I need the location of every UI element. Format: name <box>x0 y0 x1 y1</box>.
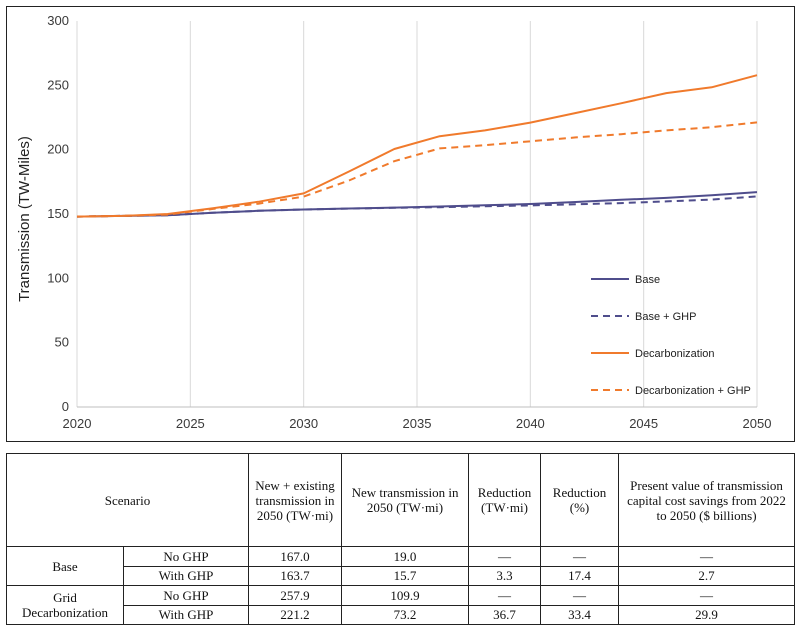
chart-frame: 0 50 100 150 200 250 300 2020 2025 2030 2035 2040 20… <box>6 6 795 442</box>
table-header-row: Scenario New + existing transmission in … <box>5 453 796 547</box>
row-label: With GHP <box>122 565 250 586</box>
y-tick-label: 50 <box>55 335 69 350</box>
y-axis-title: Transmission (TW-Miles) <box>16 136 33 302</box>
cell-reduction-twmi: 3.3 <box>468 565 542 586</box>
cell-new: 15.7 <box>341 565 470 586</box>
axes: 0 50 100 150 200 250 300 2020 2025 2030 2035 2040 20… <box>47 13 771 431</box>
legend-label: Base <box>635 274 660 286</box>
y-tick-label: 250 <box>47 77 69 92</box>
x-tick-label: 2030 <box>289 416 318 431</box>
x-tick-label: 2025 <box>176 416 205 431</box>
y-tick-label: 200 <box>47 142 69 157</box>
table-row: Base No GHP 167.0 19.0 — — — <box>6 546 796 586</box>
x-tick-label: 2020 <box>63 416 92 431</box>
cell-savings: 29.9 <box>618 604 796 625</box>
header-savings: Present value of transmission capital co… <box>618 453 796 547</box>
x-tick-label: 2050 <box>743 416 772 431</box>
y-tick-label: 150 <box>47 206 69 221</box>
cell-total: 163.7 <box>248 565 343 586</box>
row-label: With GHP <box>122 604 250 625</box>
row-label: No GHP <box>122 585 250 606</box>
cell-total: 257.9 <box>248 585 343 606</box>
cell-total: 167.0 <box>248 546 343 567</box>
y-tick-label: 100 <box>47 270 69 285</box>
cell-total: 221.2 <box>248 604 343 625</box>
cell-savings: — <box>618 546 796 567</box>
x-tick-label: 2040 <box>516 416 545 431</box>
legend: Base Base + GHP Decarbonization Decarboniza… <box>591 274 751 397</box>
series-line <box>76 121 758 218</box>
cell-new: 109.9 <box>341 585 470 606</box>
header-new-transmission: New transmission in 2050 (TW·mi) <box>341 453 470 547</box>
header-scenario: Scenario <box>5 453 250 547</box>
legend-label: Decarbonization <box>635 348 715 360</box>
x-tick-label: 2045 <box>629 416 658 431</box>
results-table: Scenario New + existing transmission in … <box>5 453 796 625</box>
series-line <box>76 195 758 218</box>
cell-new: 19.0 <box>341 546 470 567</box>
cell-reduction-pct: — <box>540 546 620 567</box>
transmission-line-chart: 0 50 100 150 200 250 300 2020 2025 2030 2035 2040 20… <box>16 13 771 431</box>
cell-reduction-twmi: 36.7 <box>468 604 542 625</box>
cell-reduction-twmi: — <box>468 546 542 567</box>
legend-label: Base + GHP <box>635 311 696 323</box>
table-row: With GHP 163.7 15.7 3.3 17.4 2.7 <box>7 565 796 586</box>
gridlines <box>189 21 758 407</box>
x-tick-label: 2035 <box>403 416 432 431</box>
legend-label: Decarbonization + GHP <box>635 385 751 397</box>
cell-new: 73.2 <box>341 604 470 625</box>
group-label: Grid Decarbonization <box>6 585 124 625</box>
cell-reduction-pct: 17.4 <box>540 565 620 586</box>
header-reduction-twmi: Reduction (TW·mi) <box>468 453 542 547</box>
row-label: No GHP <box>122 546 250 567</box>
group-label: Base <box>6 546 124 586</box>
cell-reduction-pct: — <box>540 585 620 606</box>
header-reduction-pct: Reduction (%) <box>540 453 620 547</box>
y-tick-label: 0 <box>62 399 69 414</box>
header-total-transmission: New + existing transmission in 2050 (TW·… <box>248 453 343 547</box>
series-lines <box>76 74 758 218</box>
cell-savings: 2.7 <box>618 565 796 586</box>
table-row: With GHP 221.2 73.2 36.7 33.4 29.9 <box>7 604 796 625</box>
cell-savings: — <box>618 585 796 606</box>
cell-reduction-twmi: — <box>468 585 542 606</box>
table-row: Grid Decarbonization No GHP 257.9 109.9 … <box>6 585 796 625</box>
cell-reduction-pct: 33.4 <box>540 604 620 625</box>
y-tick-label: 300 <box>47 13 69 28</box>
